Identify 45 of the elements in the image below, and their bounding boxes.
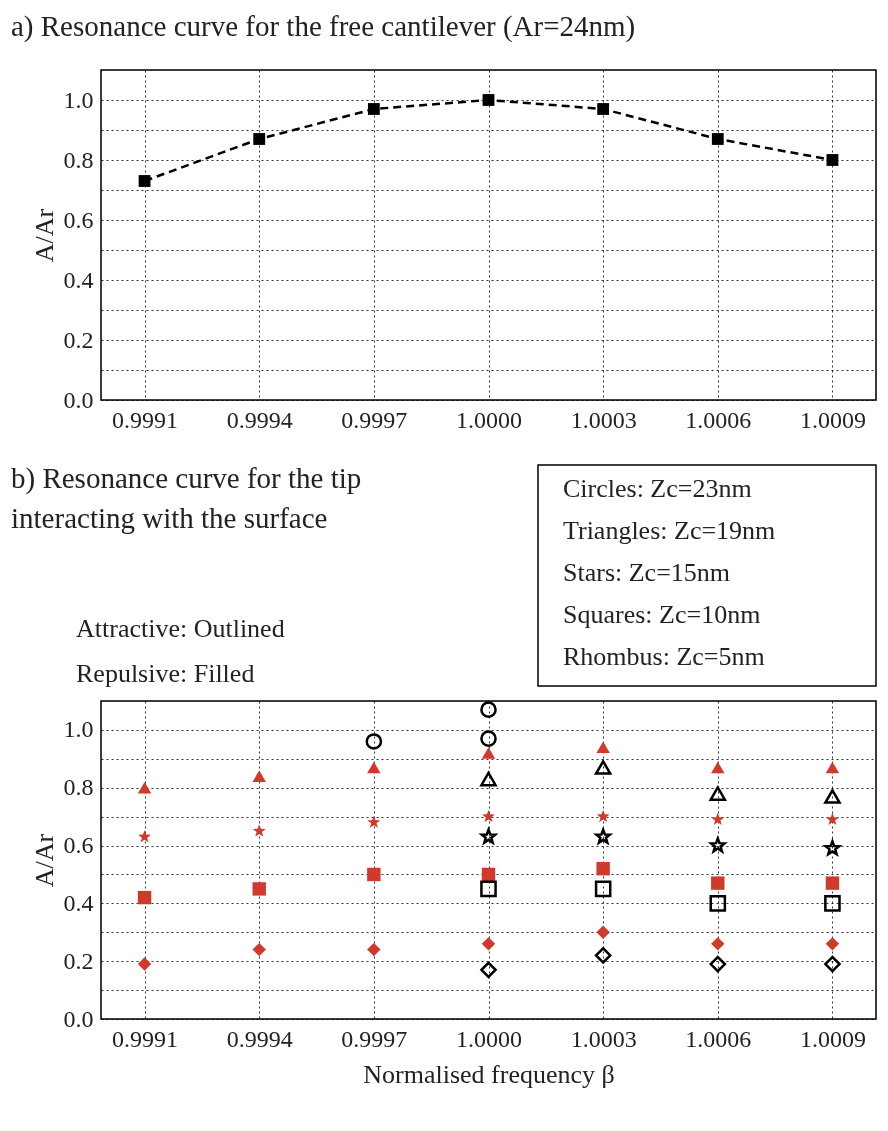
y-tick-label: 0.0	[63, 1005, 94, 1032]
y-tick-label: 0.2	[63, 947, 94, 974]
x-tick-label: 0.9994	[226, 406, 293, 433]
text: Circles: Zc=23nm	[563, 474, 752, 503]
x-tick-label: 1.0000	[456, 1025, 522, 1052]
x-tick-label: 1.0006	[685, 406, 752, 433]
y-axis-title: A/Ar	[29, 208, 59, 263]
point	[253, 133, 266, 145]
y-tick-label: 0.8	[63, 774, 94, 801]
point	[138, 175, 151, 187]
text: Repulsive: Filled	[76, 659, 255, 688]
y-tick-label: 0.8	[63, 146, 94, 173]
y-tick-label: 0.6	[63, 832, 94, 859]
point	[482, 94, 495, 106]
x-tick-label: 1.0003	[570, 1025, 637, 1052]
x-tick-label: 0.9991	[112, 406, 179, 433]
y-tick-label: 0.4	[63, 889, 94, 916]
y-tick-label: 0.6	[63, 206, 94, 233]
point	[367, 103, 380, 115]
chart-title: a) Resonance curve for the free cantilever (Ar=24nm)	[11, 10, 636, 43]
text: Triangles: Zc=19nm	[563, 516, 776, 545]
x-axis-title: Normalised frequency β	[363, 1059, 615, 1089]
x-tick-label: 0.9997	[341, 1025, 408, 1052]
y-tick-label: 1.0	[63, 716, 94, 743]
x-tick-label: 1.0009	[799, 1025, 866, 1052]
y-tick-label: 0.2	[63, 326, 94, 353]
y-axis-title: A/Ar	[29, 833, 59, 888]
text: Squares: Zc=10nm	[563, 600, 761, 629]
chart-title: b) Resonance curve for the tip interacting with the surface	[11, 462, 362, 534]
text: Stars: Zc=15nm	[563, 558, 731, 587]
x-tick-label: 1.0006	[685, 1025, 752, 1052]
x-tick-label: 1.0000	[456, 406, 522, 433]
text: Attractive: Outlined	[76, 614, 285, 643]
point	[826, 154, 839, 166]
y-tick-label: 0.0	[63, 386, 94, 413]
y-tick-label: 0.4	[63, 266, 94, 293]
x-tick-label: 0.9991	[112, 1025, 179, 1052]
text: Rhombus: Zc=5nm	[563, 642, 765, 671]
x-tick-label: 0.9997	[341, 406, 408, 433]
x-tick-label: 0.9994	[226, 1025, 293, 1052]
x-tick-label: 1.0003	[570, 406, 637, 433]
point	[711, 133, 724, 145]
point	[597, 103, 610, 115]
y-tick-label: 1.0	[63, 86, 94, 113]
x-tick-label: 1.0009	[799, 406, 866, 433]
